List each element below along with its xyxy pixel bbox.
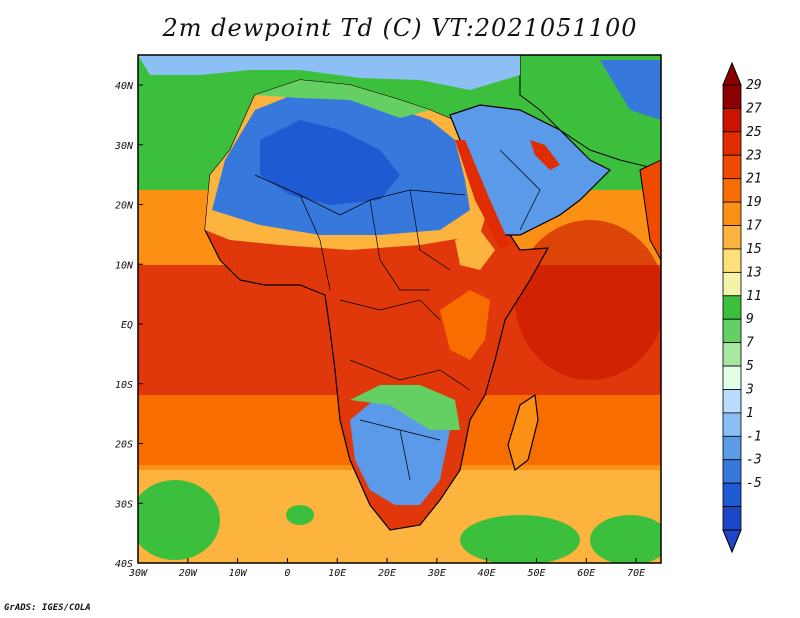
colorbar-swatch — [722, 482, 742, 507]
colorbar-swatch — [722, 248, 742, 273]
colorbar-label: 1 — [746, 406, 754, 421]
colorbar-label: 19 — [746, 195, 762, 210]
colorbar-label: -1 — [746, 429, 762, 444]
colorbar-label: 17 — [746, 219, 762, 234]
lon-tick-label: 0 — [284, 568, 290, 579]
chart-title: 2m dewpoint Td (C) VT:2021051100 — [162, 14, 638, 42]
map-field — [138, 55, 661, 563]
ocean-se-green — [590, 515, 661, 563]
colorbar: 29 27 25 23 21 19 17 15 13 11 9 7 5 3 1 -1 -3 -5 — [722, 61, 762, 554]
colorbar-label: 23 — [746, 148, 762, 163]
ocean-sw-green — [138, 480, 220, 560]
colorbar-swatch — [722, 225, 742, 250]
colorbar-swatch — [722, 84, 742, 109]
colorbar-label: 9 — [746, 312, 754, 327]
colorbar-label: 13 — [746, 265, 762, 280]
map-frame — [137, 54, 662, 564]
colorbar-swatch — [722, 178, 742, 203]
colorbar-label: 21 — [746, 172, 762, 187]
indian-ocean-warm — [515, 220, 661, 380]
colorbar-label: -5 — [746, 476, 762, 491]
colorbar-swatch — [722, 412, 742, 437]
persian-gulf — [530, 140, 560, 170]
lat-tick-label: 30S — [114, 499, 133, 510]
lat-tick-label: 40N — [115, 81, 134, 92]
colorbar-label: 7 — [746, 336, 754, 351]
lat-tick-label: 10S — [115, 380, 133, 391]
ocean-s-island-green — [286, 505, 314, 525]
red-sea — [455, 140, 510, 248]
lon-axis: 30W 20W 10W 0 10E 20E 30E 40E 50E 60E 70E — [128, 558, 645, 579]
india — [639, 159, 661, 261]
lat-tick-label: EQ — [121, 320, 133, 331]
southern-europe — [138, 55, 520, 90]
colorbar-swatch — [722, 459, 742, 484]
central-asia-dry — [600, 60, 661, 120]
colorbar-label: -3 — [746, 453, 762, 468]
lat-axis: 40N 30N 20N 10N EQ 10S 20S 30S 40S — [114, 81, 143, 570]
southern-green — [350, 385, 460, 430]
colorbar-swatch — [722, 389, 742, 414]
colorbar-swatch — [722, 201, 742, 226]
lon-tick-label: 10W — [229, 568, 248, 579]
lon-tick-label: 10E — [328, 568, 346, 579]
madagascar — [507, 393, 539, 472]
colorbar-bottom-arrow — [722, 529, 742, 554]
ethiopia-highlands — [455, 230, 495, 270]
lon-tick-label: 70E — [627, 568, 645, 579]
colorbar-label: 5 — [746, 359, 754, 374]
lon-tick-label: 20E — [378, 568, 396, 579]
ocean-s-green — [460, 515, 580, 563]
east-highlands — [440, 290, 490, 360]
colorbar-swatch — [722, 295, 742, 320]
lon-tick-label: 20W — [179, 568, 198, 579]
colorbar-swatch — [722, 108, 742, 133]
colorbar-swatch — [722, 365, 742, 390]
lat-tick-label: 10N — [115, 260, 134, 271]
lon-tick-label: 60E — [577, 568, 595, 579]
lat-tick-label: 40S — [115, 559, 133, 570]
credit-text: GrADS: IGES/COLA — [4, 603, 91, 613]
lon-tick-label: 50E — [527, 568, 545, 579]
lat-tick-label: 20N — [115, 201, 134, 212]
colorbar-swatch — [722, 435, 742, 461]
colorbar-label: 29 — [746, 78, 762, 93]
colorbar-swatch — [722, 506, 742, 531]
lon-tick-label: 40E — [478, 568, 496, 579]
colorbar-label: 3 — [745, 382, 754, 397]
country-borders — [254, 149, 541, 481]
colorbar-swatch — [722, 154, 742, 180]
sahara-core — [260, 120, 400, 205]
lon-tick-label: 30W — [128, 568, 148, 579]
colorbar-swatch — [722, 131, 742, 156]
colorbar-label: 15 — [746, 242, 762, 257]
lon-tick-label: 30E — [427, 568, 446, 579]
colorbar-top-arrow — [722, 61, 742, 86]
lat-tick-label: 30N — [114, 141, 134, 152]
colorbar-swatch — [722, 342, 742, 367]
colorbar-swatch — [722, 318, 742, 344]
colorbar-label: 27 — [746, 101, 762, 116]
colorbar-label: 25 — [746, 125, 762, 140]
lat-tick-label: 20S — [115, 440, 133, 451]
colorbar-label: 11 — [746, 289, 762, 304]
med-coast — [255, 80, 430, 118]
colorbar-swatch — [722, 271, 742, 297]
